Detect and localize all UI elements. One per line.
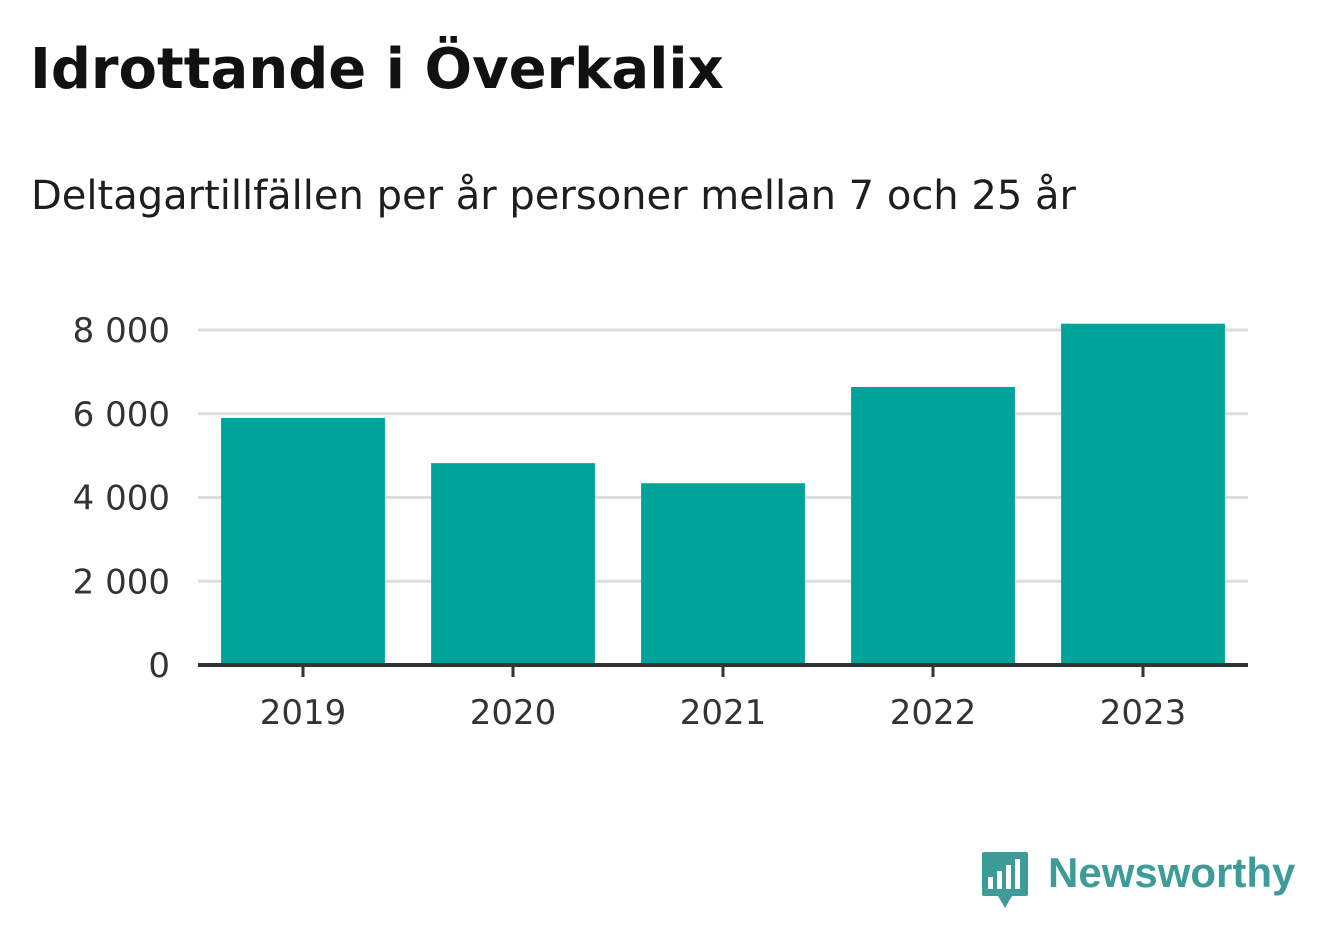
- chart-title: Idrottande i Överkalix: [30, 37, 724, 102]
- y-tick-label: 6 000: [73, 395, 170, 435]
- y-tick-label: 0: [148, 646, 170, 686]
- brand-footer: Newsworthy: [980, 848, 1300, 912]
- newsworthy-logo-icon: [982, 852, 1028, 908]
- x-tick-label: 2019: [260, 693, 347, 733]
- brand-name: Newsworthy: [1048, 849, 1296, 896]
- y-tick-labels: 0 2 000 4 000 6 000 8 000: [73, 311, 170, 686]
- x-tick-label: 2020: [470, 693, 557, 733]
- x-tick-labels: 2019 2020 2021 2022 2023: [260, 693, 1187, 733]
- x-axis: [198, 663, 1248, 677]
- bar-2022: [851, 386, 1015, 665]
- bar-2020: [431, 463, 595, 665]
- bar-2021: [641, 483, 805, 665]
- chart-subtitle: Deltagartillfällen per år personer mella…: [31, 173, 1076, 219]
- bar-2023: [1061, 323, 1225, 665]
- bars: [221, 323, 1225, 665]
- bar-2019: [221, 417, 385, 665]
- x-tick-label: 2023: [1100, 693, 1187, 733]
- y-tick-label: 8 000: [73, 311, 170, 351]
- y-tick-label: 4 000: [73, 479, 170, 519]
- y-tick-label: 2 000: [73, 562, 170, 602]
- x-tick-label: 2021: [680, 693, 767, 733]
- x-tick-label: 2022: [890, 693, 977, 733]
